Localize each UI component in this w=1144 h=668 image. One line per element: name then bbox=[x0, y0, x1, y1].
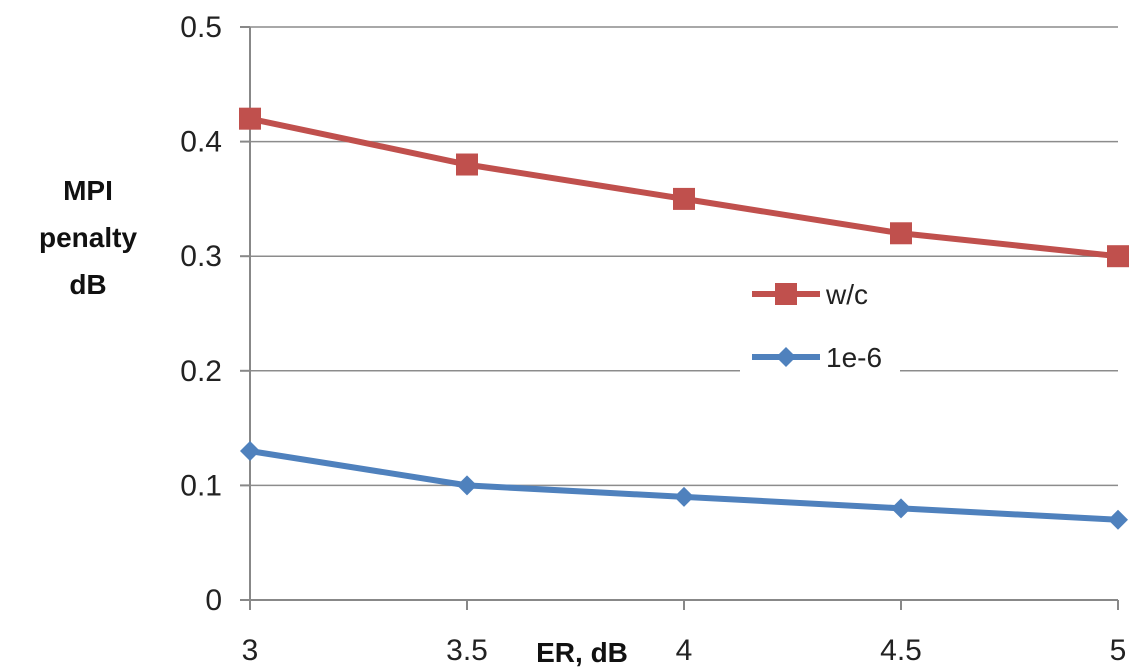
legend-item: 1e-6 bbox=[740, 335, 900, 379]
series-1e-6 bbox=[240, 441, 1128, 530]
y-axis-title-line-1: MPI bbox=[63, 175, 113, 206]
legend-marker bbox=[775, 283, 797, 305]
series-w/c bbox=[239, 107, 1129, 268]
y-tick-label: 0 bbox=[205, 584, 222, 617]
series-line bbox=[249, 115, 1119, 260]
data-point bbox=[1107, 245, 1129, 268]
legend-marker bbox=[776, 347, 796, 367]
y-axis-title-line-2: penalty bbox=[39, 222, 137, 253]
y-tick-label: 0.3 bbox=[180, 240, 222, 273]
data-point bbox=[1108, 509, 1128, 530]
x-tick-label: 3 bbox=[242, 634, 259, 667]
data-point bbox=[673, 187, 695, 210]
x-tick-label: 4 bbox=[676, 634, 693, 667]
y-axis-title-line-3: dB bbox=[69, 269, 106, 300]
data-point bbox=[674, 486, 694, 507]
legend-label: w/c bbox=[825, 279, 868, 310]
x-tick-label: 4.5 bbox=[880, 634, 922, 667]
legend-item: w/c bbox=[740, 272, 900, 316]
y-tick-labels: 0 0.1 0.2 0.3 0.4 0.5 bbox=[180, 11, 222, 617]
series-lines bbox=[239, 107, 1129, 530]
data-point bbox=[457, 475, 477, 496]
y-tick-label: 0.1 bbox=[180, 469, 222, 502]
y-tick-label: 0.5 bbox=[180, 11, 222, 44]
y-axis-title: MPI penalty dB bbox=[39, 175, 137, 300]
data-point bbox=[456, 153, 478, 176]
legend-label: 1e-6 bbox=[826, 342, 882, 373]
data-point bbox=[890, 222, 912, 245]
legend: w/c 1e-6 bbox=[740, 272, 900, 379]
y-tick-label: 0.2 bbox=[180, 355, 222, 388]
x-tick-label: 3.5 bbox=[446, 634, 488, 667]
gridlines bbox=[240, 26, 1118, 601]
data-point bbox=[891, 498, 911, 519]
data-point bbox=[240, 441, 260, 462]
y-tick-label: 0.4 bbox=[180, 126, 222, 159]
x-tick-labels: 3 3.5 4 4.5 5 bbox=[242, 600, 1127, 667]
x-tick-label: 5 bbox=[1110, 634, 1127, 667]
data-point bbox=[239, 107, 261, 130]
x-axis-title: ER, dB bbox=[536, 637, 628, 668]
